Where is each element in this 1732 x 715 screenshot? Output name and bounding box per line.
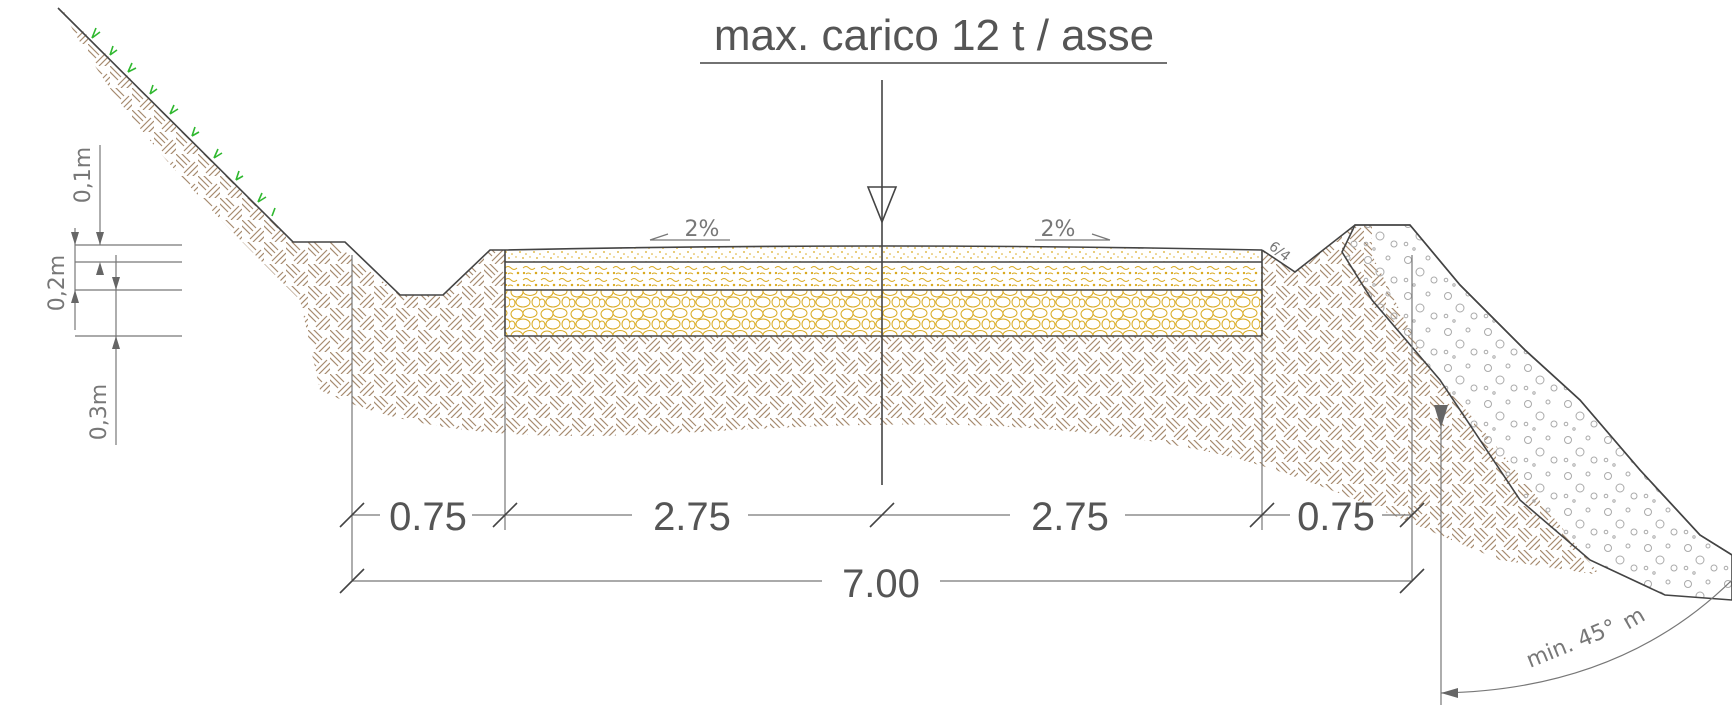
dim-shoulder-left: 0.75	[389, 495, 467, 539]
angle-label: min. 45°	[1523, 615, 1620, 674]
surface-layer	[505, 246, 1262, 262]
slope-arrow-left-icon	[649, 233, 730, 241]
dim-total: 7.00	[842, 562, 920, 606]
grass	[91, 27, 276, 217]
angle-unit: m	[1619, 603, 1650, 635]
soil-body	[62, 10, 1600, 575]
base-layer	[505, 262, 1262, 290]
slope-label-left: 2%	[685, 217, 720, 242]
road-surface-line	[504, 245, 1263, 251]
dimension-lines	[339, 255, 1425, 594]
load-title: max. carico 12 t / asse	[714, 11, 1154, 60]
thickness-middle-label: 0,2m	[45, 255, 70, 311]
thickness-bottom-label: 0,3m	[87, 384, 112, 440]
angle-indicator	[1434, 405, 1732, 705]
dim-shoulder-right: 0.75	[1297, 495, 1375, 539]
load-arrow-icon	[866, 186, 898, 225]
thickness-legend	[71, 145, 182, 445]
rock-outline	[1372, 224, 1732, 556]
slope-label-right: 2%	[1041, 217, 1076, 242]
slope-arrow-right-icon	[1035, 233, 1111, 241]
terrain-profile	[57, 7, 505, 296]
subbase-layer	[505, 290, 1262, 336]
dim-lane-left: 2.75	[653, 495, 731, 539]
dim-lane-right: 2.75	[1031, 495, 1109, 539]
right-bank-profile	[1261, 224, 1372, 273]
thickness-top-label: 0,1m	[71, 147, 96, 203]
